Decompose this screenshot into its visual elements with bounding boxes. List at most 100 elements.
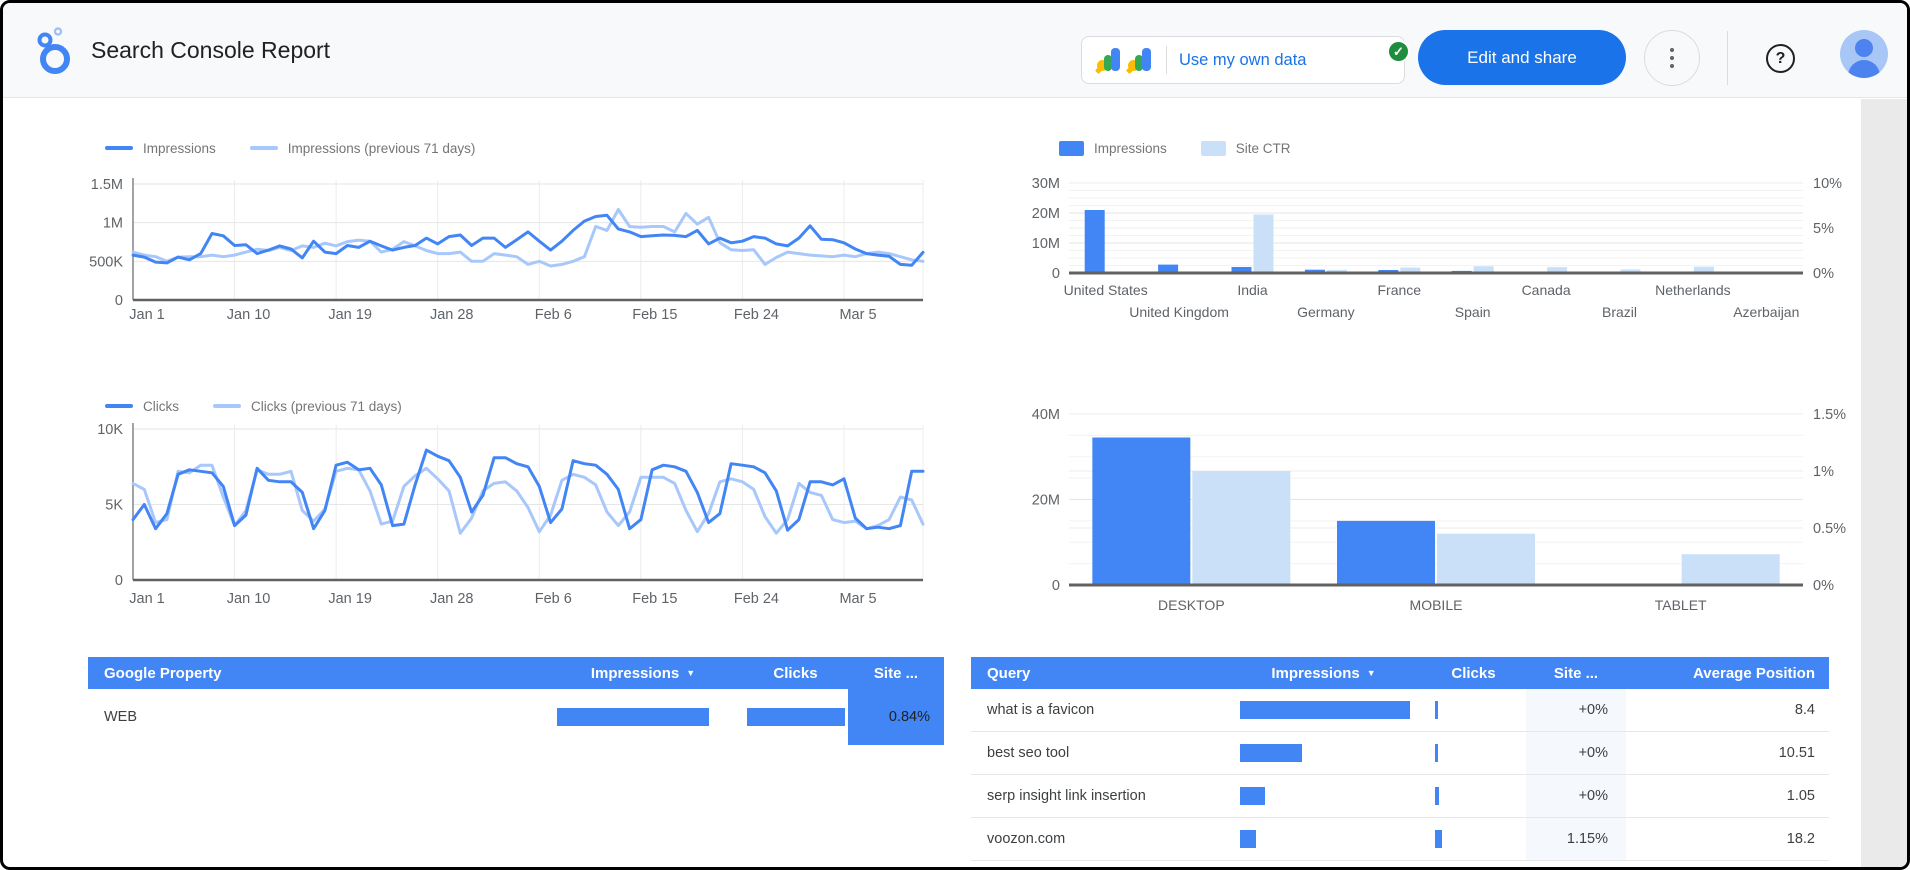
column-header-google-property[interactable]: Google Property	[104, 664, 222, 682]
more-options-button[interactable]	[1644, 30, 1700, 86]
column-header-query[interactable]: Query	[987, 664, 1031, 682]
svg-text:0: 0	[1052, 578, 1060, 594]
svg-text:0%: 0%	[1813, 266, 1834, 282]
impressions-ctr-by-country-chart[interactable]: Impressions Site CTR United States United K…	[1025, 135, 1860, 347]
svg-text:France: France	[1378, 282, 1422, 298]
cell-bar	[1240, 787, 1265, 805]
column-header-clicks[interactable]: Clicks	[1451, 664, 1496, 682]
sort-caret-icon: ▼	[686, 668, 696, 678]
line-series	[131, 208, 925, 268]
column-header-impressions[interactable]: Impressions ▼	[1271, 664, 1376, 682]
column-header-clicks[interactable]: Clicks	[773, 664, 818, 682]
column-header-site-[interactable]: Site ...	[1553, 664, 1599, 682]
table-header: Query Impressions ▼ Clicks Site ... Average P…	[971, 657, 1829, 689]
svg-text:Spain: Spain	[1455, 304, 1491, 320]
cell-bar	[1240, 744, 1302, 762]
scrollbar-track[interactable]	[1861, 99, 1907, 867]
table-row[interactable]: voozon.com 1.15% 18.2	[971, 818, 1829, 861]
svg-text:India: India	[1237, 282, 1268, 298]
legend-item: Clicks (previous 71 days)	[213, 399, 402, 414]
column-header-impressions[interactable]: Impressions ▼	[590, 664, 696, 682]
svg-text:United Kingdom: United Kingdom	[1129, 304, 1229, 320]
svg-text:5K: 5K	[105, 498, 123, 514]
data-source-icon	[1125, 47, 1153, 75]
bar	[1337, 520, 1435, 585]
use-my-own-data-button[interactable]: Use my own data ✓	[1081, 36, 1410, 84]
bar	[1473, 266, 1494, 273]
table-row[interactable]: what is a favicon +0% 8.4	[971, 689, 1829, 732]
column-header-average-position[interactable]: Average Position	[1693, 664, 1815, 682]
table-cell: +0%	[1526, 775, 1626, 817]
svg-text:TABLET: TABLET	[1655, 597, 1707, 613]
table-cell: what is a favicon	[987, 702, 1095, 718]
column-header-site-[interactable]: Site ...	[873, 664, 919, 682]
svg-text:0: 0	[1052, 266, 1060, 282]
table-cell	[1421, 818, 1526, 860]
svg-text:MOBILE: MOBILE	[1410, 597, 1463, 613]
table-cell: 18.2	[1786, 831, 1815, 847]
svg-text:Jan 10: Jan 10	[227, 307, 271, 323]
table-cell	[1226, 818, 1421, 860]
legend-swatch-icon	[249, 146, 278, 150]
svg-text:1.5%: 1.5%	[1813, 407, 1846, 423]
line-series	[131, 448, 925, 532]
table-cell	[1226, 732, 1421, 774]
svg-text:Jan 10: Jan 10	[227, 591, 271, 607]
svg-text:United States: United States	[1064, 282, 1148, 298]
svg-text:20M: 20M	[1032, 493, 1060, 509]
bar	[1084, 210, 1105, 273]
edit-and-share-button[interactable]: Edit and share	[1418, 30, 1626, 85]
table-cell: 1.15%	[1526, 818, 1626, 860]
svg-text:Jan 1: Jan 1	[129, 591, 164, 607]
svg-text:Mar 5: Mar 5	[839, 591, 876, 607]
svg-text:Jan 28: Jan 28	[430, 307, 474, 323]
table-cell: +0%	[1526, 732, 1626, 774]
svg-text:DESKTOP: DESKTOP	[1158, 597, 1225, 613]
svg-text:1M: 1M	[103, 216, 123, 232]
table-cell: serp insight link insertion	[987, 788, 1146, 804]
line-series	[131, 213, 925, 267]
chart-legend: Impressions Site CTR	[1025, 135, 1860, 161]
green-check-icon: ✓	[1387, 40, 1410, 63]
bar	[1693, 266, 1714, 273]
svg-text:Mar 5: Mar 5	[839, 307, 876, 323]
table-cell: 8.4	[1794, 702, 1815, 718]
help-icon[interactable]: ?	[1766, 44, 1795, 73]
svg-text:Jan 19: Jan 19	[328, 591, 372, 607]
table-cell: WEB	[104, 709, 138, 725]
svg-text:10K: 10K	[97, 422, 123, 438]
cell-bar	[557, 708, 709, 726]
divider	[1727, 31, 1728, 85]
svg-text:5%: 5%	[1813, 221, 1834, 237]
bar	[1400, 267, 1421, 273]
divider	[1166, 46, 1167, 74]
bar	[1437, 533, 1535, 585]
cell-bar	[1240, 830, 1256, 848]
table-row[interactable]: best seo tool +0% 10.51	[971, 732, 1829, 775]
table-cell	[1421, 775, 1526, 817]
table-cell: voozon.com	[987, 831, 1066, 847]
clicks-time-series-chart[interactable]: Clicks Clicks (previous 71 days) 0 5K 10K Jan…	[71, 393, 941, 615]
page-title: Search Console Report	[91, 37, 331, 63]
table-cell: +0%	[1526, 689, 1626, 731]
cell-bar	[1435, 830, 1442, 848]
legend-swatch-icon	[1200, 140, 1226, 156]
query-table[interactable]: Query Impressions ▼ Clicks Site ... Average P…	[971, 657, 1829, 861]
legend-swatch-icon	[1059, 140, 1084, 156]
bar	[1092, 437, 1191, 585]
user-avatar[interactable]	[1840, 30, 1888, 78]
svg-text:Brazil: Brazil	[1602, 304, 1637, 320]
cell-bar	[1435, 701, 1438, 719]
table-cell	[1421, 689, 1526, 731]
legend-item: Impressions (previous 71 days)	[249, 141, 475, 156]
table-row[interactable]: serp insight link insertion +0% 1.05	[971, 775, 1829, 818]
table-row[interactable]: WEB 0.84%	[88, 689, 944, 745]
google-property-table[interactable]: Google Property Impressions ▼ Clicks Site ..…	[88, 657, 944, 745]
table-cell: best seo tool	[987, 745, 1070, 761]
bar	[1231, 267, 1252, 273]
bar	[1253, 214, 1274, 273]
impressions-ctr-by-device-chart[interactable]: DESKTOP MOBILE TABLET 0 20M 40M 0% 0.5% 1% 1.5%	[1025, 395, 1860, 633]
impressions-time-series-chart[interactable]: Impressions Impressions (previous 71 days…	[71, 135, 941, 345]
table-cell	[1421, 732, 1526, 774]
